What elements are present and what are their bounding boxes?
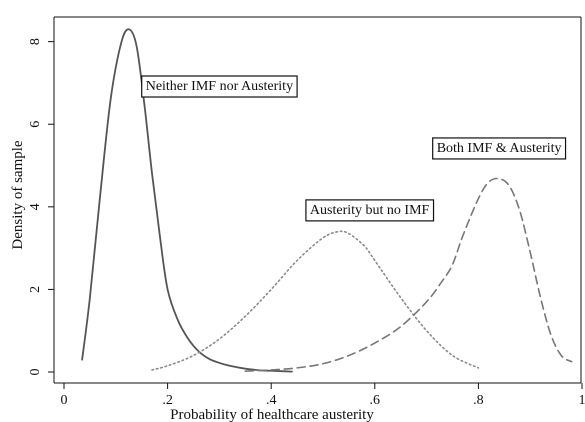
y-tick-label: 4 bbox=[28, 203, 43, 210]
annotation-text: Neither IMF nor Austerity bbox=[146, 79, 293, 94]
annotation-box bbox=[141, 75, 298, 98]
annotation-box bbox=[432, 137, 567, 160]
x-tick-label: .6 bbox=[370, 393, 381, 408]
annotation-label: Austerity but no IMF bbox=[305, 199, 435, 222]
annotation-text: Austerity but no IMF bbox=[310, 203, 430, 218]
annotation-label: Both IMF & Austerity bbox=[432, 137, 567, 160]
x-tick-label: .4 bbox=[266, 393, 277, 408]
y-tick-label: 8 bbox=[28, 38, 43, 45]
annotation-label: Neither IMF nor Austerity bbox=[141, 75, 298, 98]
y-tick-label: 0 bbox=[28, 369, 43, 376]
x-axis-ticks: 0 .2 .4 .6 .8 1 bbox=[61, 383, 585, 408]
x-tick-label: .8 bbox=[473, 393, 484, 408]
y-tick-label: 6 bbox=[28, 121, 43, 128]
x-tick-label: 1 bbox=[579, 393, 585, 408]
series-layer bbox=[81, 28, 573, 373]
annotation-box bbox=[305, 199, 435, 222]
density-line-2 bbox=[244, 177, 573, 372]
x-tick-label: .2 bbox=[162, 393, 173, 408]
annotation-text: Both IMF & Austerity bbox=[437, 141, 562, 156]
density-line-0 bbox=[81, 28, 293, 373]
annotation-layer: Neither IMF nor Austerity Austerity but n… bbox=[141, 75, 567, 222]
y-tick-label: 2 bbox=[28, 286, 43, 293]
y-axis-ticks: 0 2 4 6 8 bbox=[28, 38, 54, 376]
x-tick-label: 0 bbox=[61, 393, 68, 408]
x-axis-title: Probability of healthcare austerity bbox=[170, 407, 374, 422]
y-axis-title: Density of sample bbox=[10, 140, 26, 249]
